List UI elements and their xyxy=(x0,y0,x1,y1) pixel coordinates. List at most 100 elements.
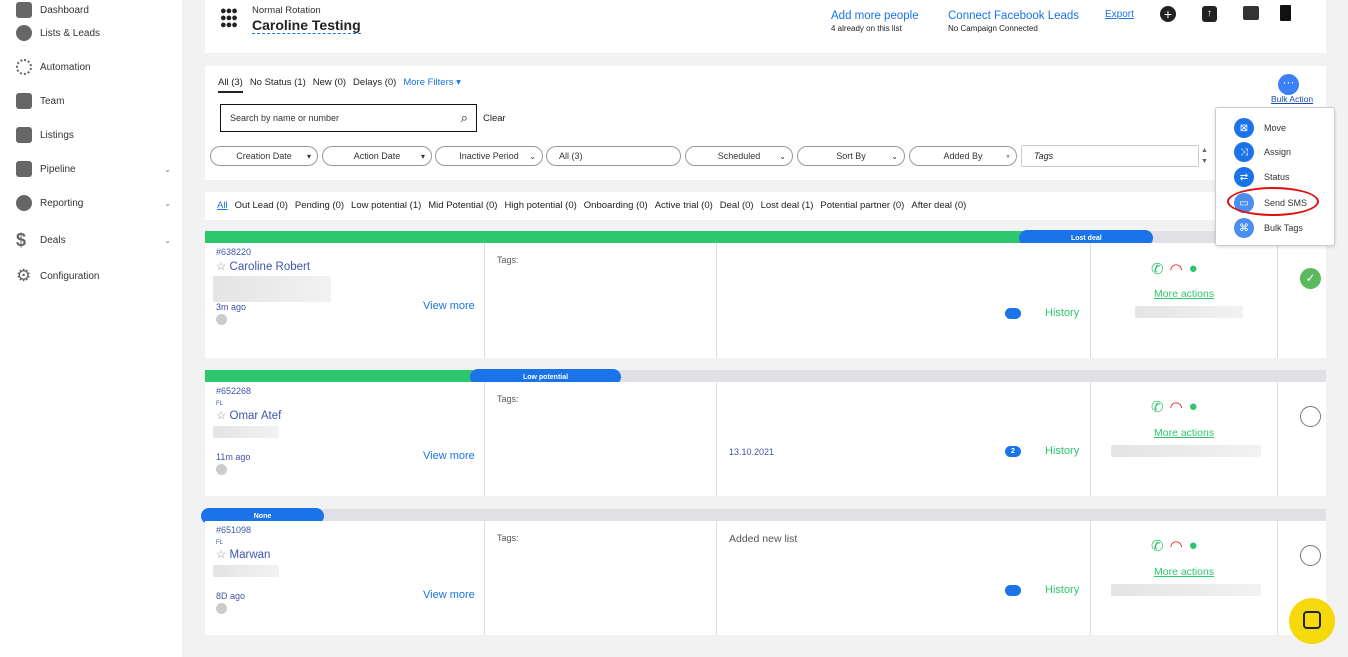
folder-icon[interactable] xyxy=(1243,6,1259,20)
sidebar-item-lists-leads[interactable]: Lists & Leads xyxy=(16,25,171,41)
status-tab[interactable]: After deal (0) xyxy=(911,200,967,211)
star-icon[interactable]: ☆ xyxy=(216,549,227,561)
status-tab[interactable]: Onboarding (0) xyxy=(583,200,648,211)
more-actions-link[interactable]: More actions xyxy=(1154,427,1215,439)
channel-icon xyxy=(216,464,227,475)
lead-id[interactable]: #638220 xyxy=(216,247,252,257)
clear-button[interactable]: Clear xyxy=(483,113,506,124)
action-date-dropdown[interactable]: Action Date ▾ xyxy=(322,146,432,166)
blurred-phone xyxy=(213,565,279,577)
status-tab[interactable]: Deal (0) xyxy=(719,200,754,211)
star-icon[interactable]: ☆ xyxy=(216,410,227,422)
status-pill[interactable]: Low potential xyxy=(470,369,622,385)
dropdown-label: Inactive Period xyxy=(459,151,519,161)
sidebar-item-team[interactable]: Team xyxy=(16,93,171,109)
whatsapp-icon[interactable]: ● xyxy=(1188,537,1198,554)
channel-icon xyxy=(216,603,227,614)
status-tab[interactable]: Pending (0) xyxy=(294,200,345,211)
lead-id[interactable]: #651098 xyxy=(216,525,252,535)
menu-item-move[interactable]: ⊠ Move xyxy=(1234,118,1286,138)
tags-input[interactable]: Tags xyxy=(1021,145,1199,167)
tag-icon: ⌘ xyxy=(1234,218,1254,238)
comment-icon[interactable] xyxy=(1005,585,1021,596)
tab-new[interactable]: New (0) xyxy=(312,77,347,88)
bulk-action-link[interactable]: Bulk Action xyxy=(1271,94,1314,104)
phone-icon[interactable]: ✆ xyxy=(1151,261,1164,278)
tab-delays[interactable]: Delays (0) xyxy=(353,77,397,88)
select-checkbox[interactable] xyxy=(1300,406,1321,427)
trash-icon[interactable] xyxy=(1280,5,1291,21)
select-checkbox[interactable]: ✓ xyxy=(1300,268,1321,289)
tab-all[interactable]: All (3) xyxy=(218,77,243,93)
phone-icon[interactable]: ✆ xyxy=(1151,538,1164,555)
more-icon[interactable]: ··· xyxy=(1278,74,1299,95)
more-filters-button[interactable]: More Filters ▾ xyxy=(403,77,461,88)
phone-icon[interactable]: ✆ xyxy=(1151,399,1164,416)
history-link[interactable]: History xyxy=(1045,584,1080,596)
upload-icon[interactable]: ↑ xyxy=(1202,6,1217,22)
hangup-icon[interactable]: ◠ xyxy=(1169,538,1183,555)
status-tab[interactable]: Mid Potential (0) xyxy=(428,200,498,211)
actions-cell: ✆ ◠ ● More actions xyxy=(1091,243,1278,358)
chevron-down-icon: ⌄ xyxy=(164,236,171,245)
connect-facebook-link[interactable]: Connect Facebook Leads xyxy=(948,10,1080,22)
add-people-link[interactable]: Add more people xyxy=(831,10,919,22)
hangup-icon[interactable]: ◠ xyxy=(1169,261,1183,278)
status-tab[interactable]: Low potential (1) xyxy=(351,200,422,211)
menu-item-status[interactable]: ⇄ Status xyxy=(1234,167,1290,187)
status-tab[interactable]: All xyxy=(217,200,228,211)
whatsapp-icon[interactable]: ● xyxy=(1188,260,1198,277)
more-actions-link[interactable]: More actions xyxy=(1154,566,1215,578)
lead-name[interactable]: ☆ Caroline Robert xyxy=(216,259,310,273)
menu-item-bulk-tags[interactable]: ⌘ Bulk Tags xyxy=(1234,218,1303,238)
status-tab[interactable]: Lost deal (1) xyxy=(760,200,814,211)
search-icon[interactable]: ⌕ xyxy=(460,110,468,125)
count-select[interactable]: All (3) xyxy=(546,146,681,166)
status-tab[interactable]: Out Lead (0) xyxy=(234,200,288,211)
status-tab[interactable]: Potential partner (0) xyxy=(820,200,905,211)
added-by-dropdown[interactable]: Added By ▾ xyxy=(909,146,1017,166)
more-actions-link[interactable]: More actions xyxy=(1154,288,1215,300)
creation-date-dropdown[interactable]: Creation Date ▾ xyxy=(210,146,318,166)
menu-item-assign[interactable]: ⤨ Assign xyxy=(1234,142,1291,162)
shirt-icon xyxy=(16,93,32,109)
sort-by-dropdown[interactable]: Sort By ⌄ xyxy=(797,146,905,166)
comment-icon[interactable] xyxy=(1005,308,1021,319)
tab-no-status[interactable]: No Status (1) xyxy=(249,77,306,88)
sidebar-item-listings[interactable]: Listings xyxy=(16,127,171,143)
sidebar-item-dashboard[interactable]: Dashboard xyxy=(16,2,171,18)
lead-name[interactable]: ☆ Marwan xyxy=(216,547,270,561)
search-input[interactable]: Search by name or number ⌕ xyxy=(220,104,477,132)
highlight-circle xyxy=(1227,187,1319,216)
view-more-link[interactable]: View more xyxy=(423,589,475,601)
history-link[interactable]: History xyxy=(1045,445,1080,457)
whatsapp-icon[interactable]: ● xyxy=(1188,398,1198,415)
status-tab[interactable]: High potential (0) xyxy=(504,200,577,211)
status-tab[interactable]: Active trial (0) xyxy=(654,200,713,211)
comment-icon[interactable]: 2 xyxy=(1005,446,1021,457)
sidebar-item-pipeline[interactable]: Pipeline ⌄ xyxy=(16,161,171,177)
view-more-link[interactable]: View more xyxy=(423,300,475,312)
inactive-period-dropdown[interactable]: Inactive Period ⌄ xyxy=(435,146,543,166)
scheduled-dropdown[interactable]: Scheduled ⌄ xyxy=(685,146,793,166)
add-icon[interactable]: + xyxy=(1160,6,1176,22)
star-icon[interactable]: ☆ xyxy=(216,261,227,273)
list-title[interactable]: Caroline Testing xyxy=(252,17,361,34)
chat-widget-button[interactable] xyxy=(1289,598,1335,644)
sidebar-item-automation[interactable]: Automation xyxy=(16,59,171,75)
status-pill[interactable]: None xyxy=(201,508,324,524)
lead-id[interactable]: #652268 xyxy=(216,386,252,396)
select-checkbox[interactable] xyxy=(1300,545,1321,566)
sidebar-item-configuration[interactable]: ⚙ Configuration xyxy=(16,266,100,285)
actions-cell: ✆ ◠ ● More actions xyxy=(1091,521,1278,635)
hangup-icon[interactable]: ◠ xyxy=(1169,399,1183,416)
tags-scroll[interactable]: ▲ ▼ xyxy=(1201,147,1208,165)
status-pill[interactable]: Lost deal xyxy=(1019,230,1154,246)
grid-icon[interactable]: ●●● ●●● ●●● xyxy=(220,5,238,31)
sidebar-item-reporting[interactable]: Reporting ⌄ xyxy=(16,195,171,211)
export-link[interactable]: Export xyxy=(1105,9,1134,20)
view-more-link[interactable]: View more xyxy=(423,450,475,462)
sidebar-item-deals[interactable]: $ Deals ⌄ xyxy=(16,230,171,250)
lead-name[interactable]: ☆ Omar Atef xyxy=(216,408,281,422)
history-link[interactable]: History xyxy=(1045,307,1080,319)
